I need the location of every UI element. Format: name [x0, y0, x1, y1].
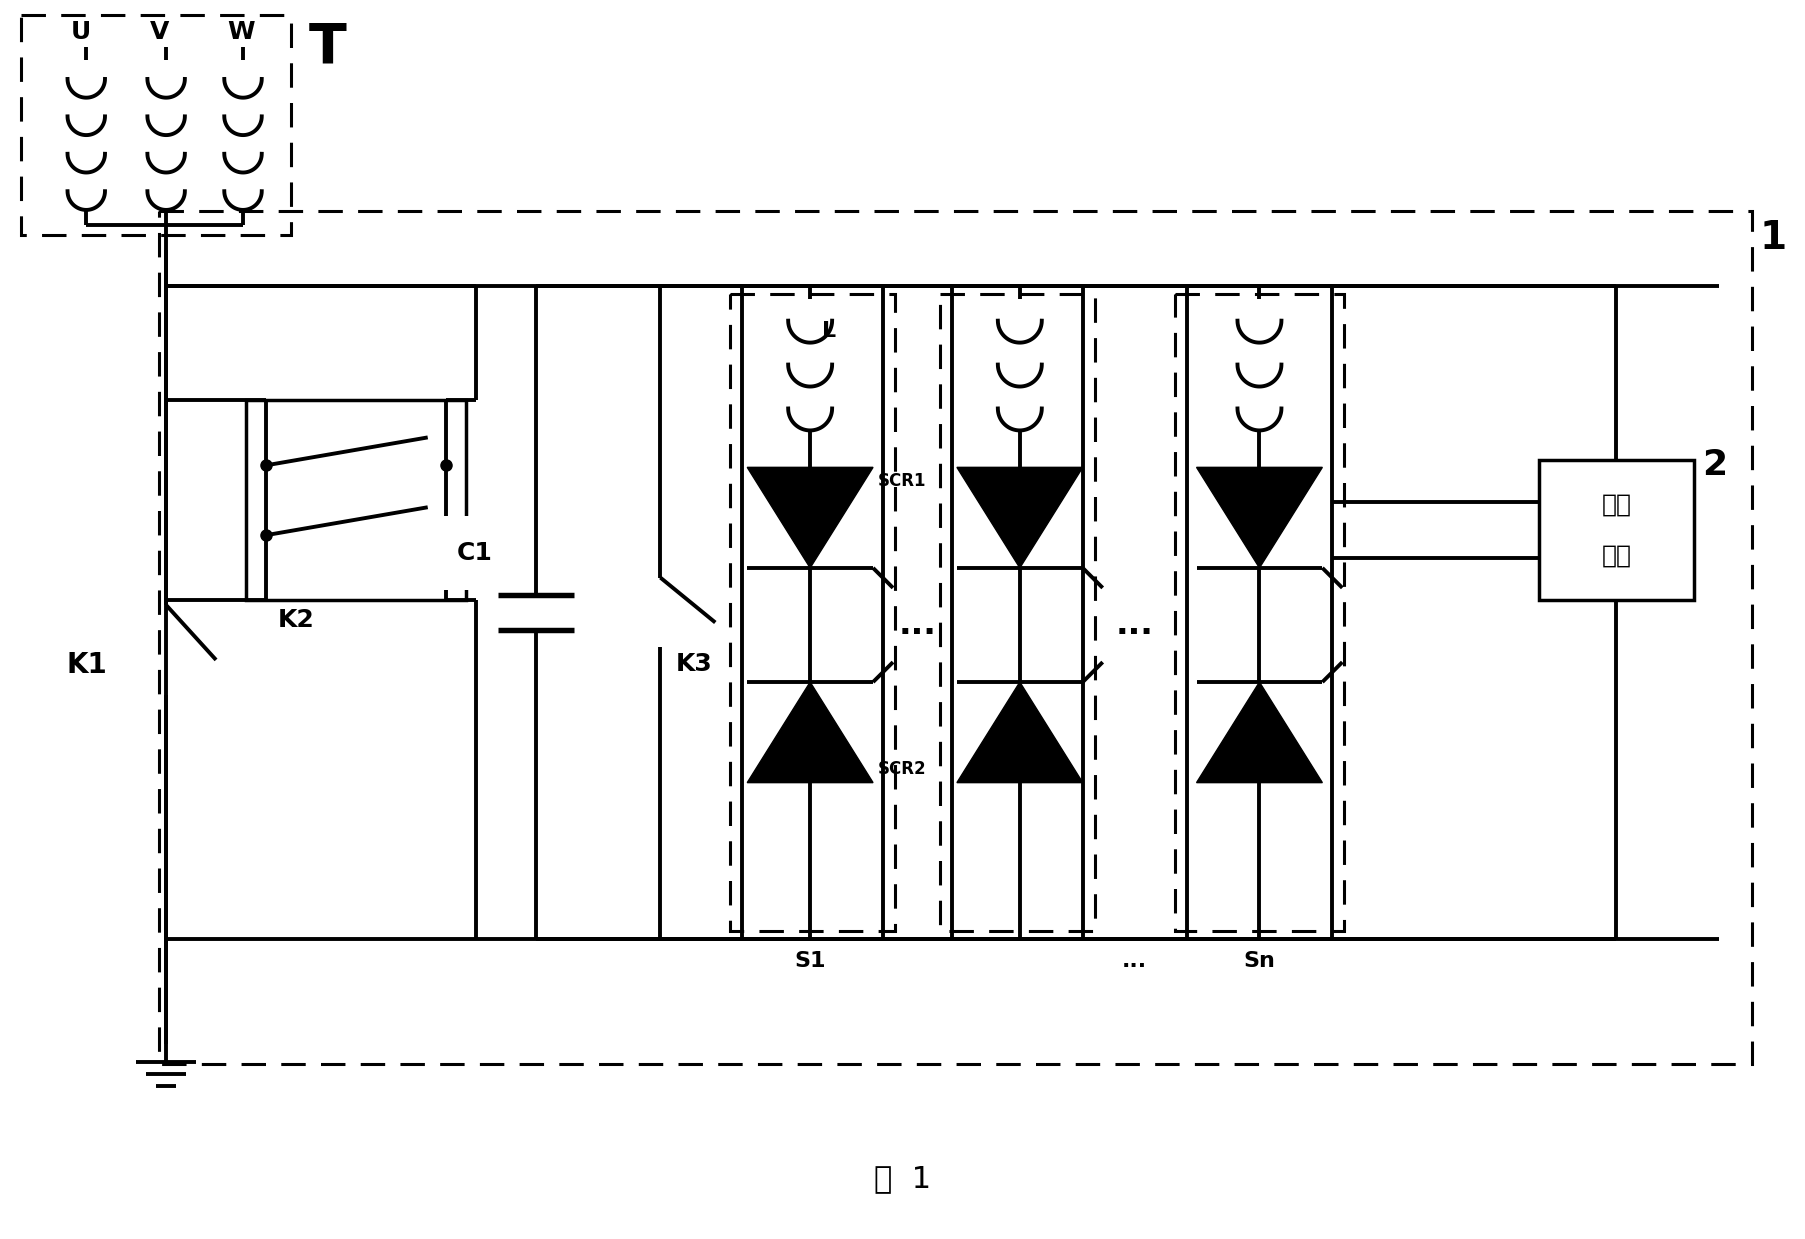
Text: T: T: [309, 20, 347, 74]
Text: 图  1: 图 1: [874, 1165, 931, 1193]
Polygon shape: [747, 467, 872, 567]
Text: SCR2: SCR2: [877, 760, 926, 778]
Text: ...: ...: [1115, 608, 1153, 642]
Text: V: V: [150, 20, 170, 45]
Text: W: W: [227, 20, 255, 45]
Text: SCR1: SCR1: [877, 472, 926, 491]
Text: L: L: [821, 321, 836, 341]
Polygon shape: [747, 681, 872, 783]
Text: U: U: [70, 20, 90, 45]
Text: ...: ...: [1121, 952, 1146, 971]
Text: K2: K2: [278, 608, 314, 632]
Text: 2: 2: [1700, 449, 1726, 482]
Bar: [729, 294, 895, 932]
Text: K3: K3: [675, 653, 711, 676]
Text: Sn: Sn: [1244, 952, 1274, 971]
Bar: [22, 15, 291, 235]
Bar: [159, 211, 1751, 1064]
Text: K1: K1: [67, 650, 106, 679]
Bar: [1538, 461, 1693, 600]
Text: 电路: 电路: [1601, 544, 1630, 567]
Polygon shape: [957, 467, 1083, 567]
Text: 触发: 触发: [1601, 493, 1630, 517]
Bar: [245, 400, 466, 600]
Bar: [939, 294, 1094, 932]
Text: C1: C1: [457, 540, 493, 565]
Polygon shape: [1197, 467, 1321, 567]
Bar: [1173, 294, 1343, 932]
Text: 1: 1: [1758, 219, 1785, 256]
Polygon shape: [957, 681, 1083, 783]
Polygon shape: [1197, 681, 1321, 783]
Text: S1: S1: [794, 952, 825, 971]
Text: ...: ...: [899, 608, 937, 642]
